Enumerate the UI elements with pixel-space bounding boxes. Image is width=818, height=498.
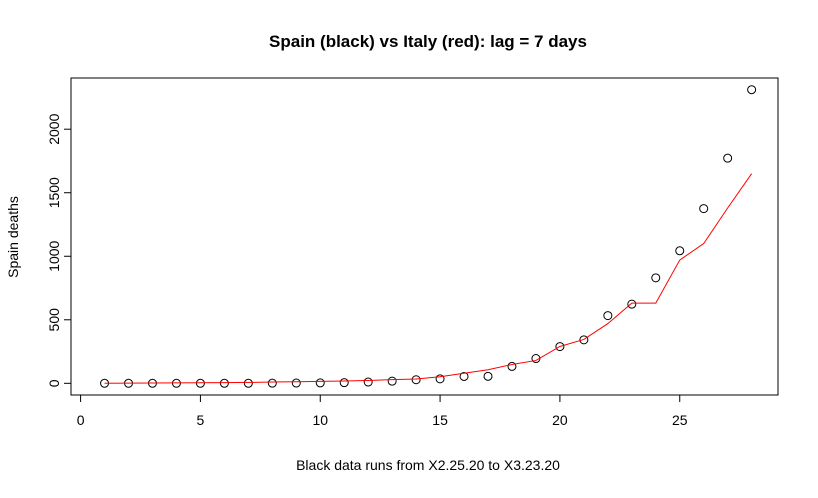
data-point (675, 246, 685, 256)
data-point (339, 378, 349, 388)
y-tick-label: 1500 (46, 177, 62, 208)
x-axis-label: Black data runs from X2.25.20 to X3.23.2… (296, 457, 560, 473)
x-tick-label: 0 (77, 412, 85, 428)
x-tick-label: 10 (312, 412, 328, 428)
data-point (555, 342, 565, 352)
y-tick-label: 0 (46, 379, 62, 387)
data-point (435, 374, 445, 384)
data-point (579, 335, 589, 345)
data-point (699, 204, 709, 214)
data-point (363, 377, 373, 387)
x-tick-label: 25 (672, 412, 688, 428)
data-point (627, 299, 637, 309)
y-tick-label: 1000 (46, 240, 62, 271)
data-point (747, 85, 757, 95)
data-point (267, 378, 277, 388)
data-line (104, 173, 753, 384)
data-point (243, 378, 253, 388)
x-tick-label: 20 (552, 412, 568, 428)
chart-title: Spain (black) vs Italy (red): lag = 7 da… (269, 32, 587, 51)
plot-frame (70, 77, 779, 396)
data-point (387, 376, 397, 386)
data-point (651, 273, 661, 283)
data-point (507, 361, 517, 371)
y-tick-label: 500 (46, 308, 62, 332)
data-point (291, 378, 301, 388)
data-point (483, 371, 493, 381)
data-point (411, 375, 421, 385)
data-point (315, 378, 325, 388)
x-tick-label: 15 (432, 412, 448, 428)
data-point (603, 311, 613, 321)
data-point (459, 371, 469, 381)
data-point (219, 378, 229, 388)
data-point (723, 153, 733, 163)
y-axis-label: Spain deaths (5, 196, 21, 278)
x-tick-label: 5 (197, 412, 205, 428)
y-tick-label: 2000 (46, 113, 62, 144)
